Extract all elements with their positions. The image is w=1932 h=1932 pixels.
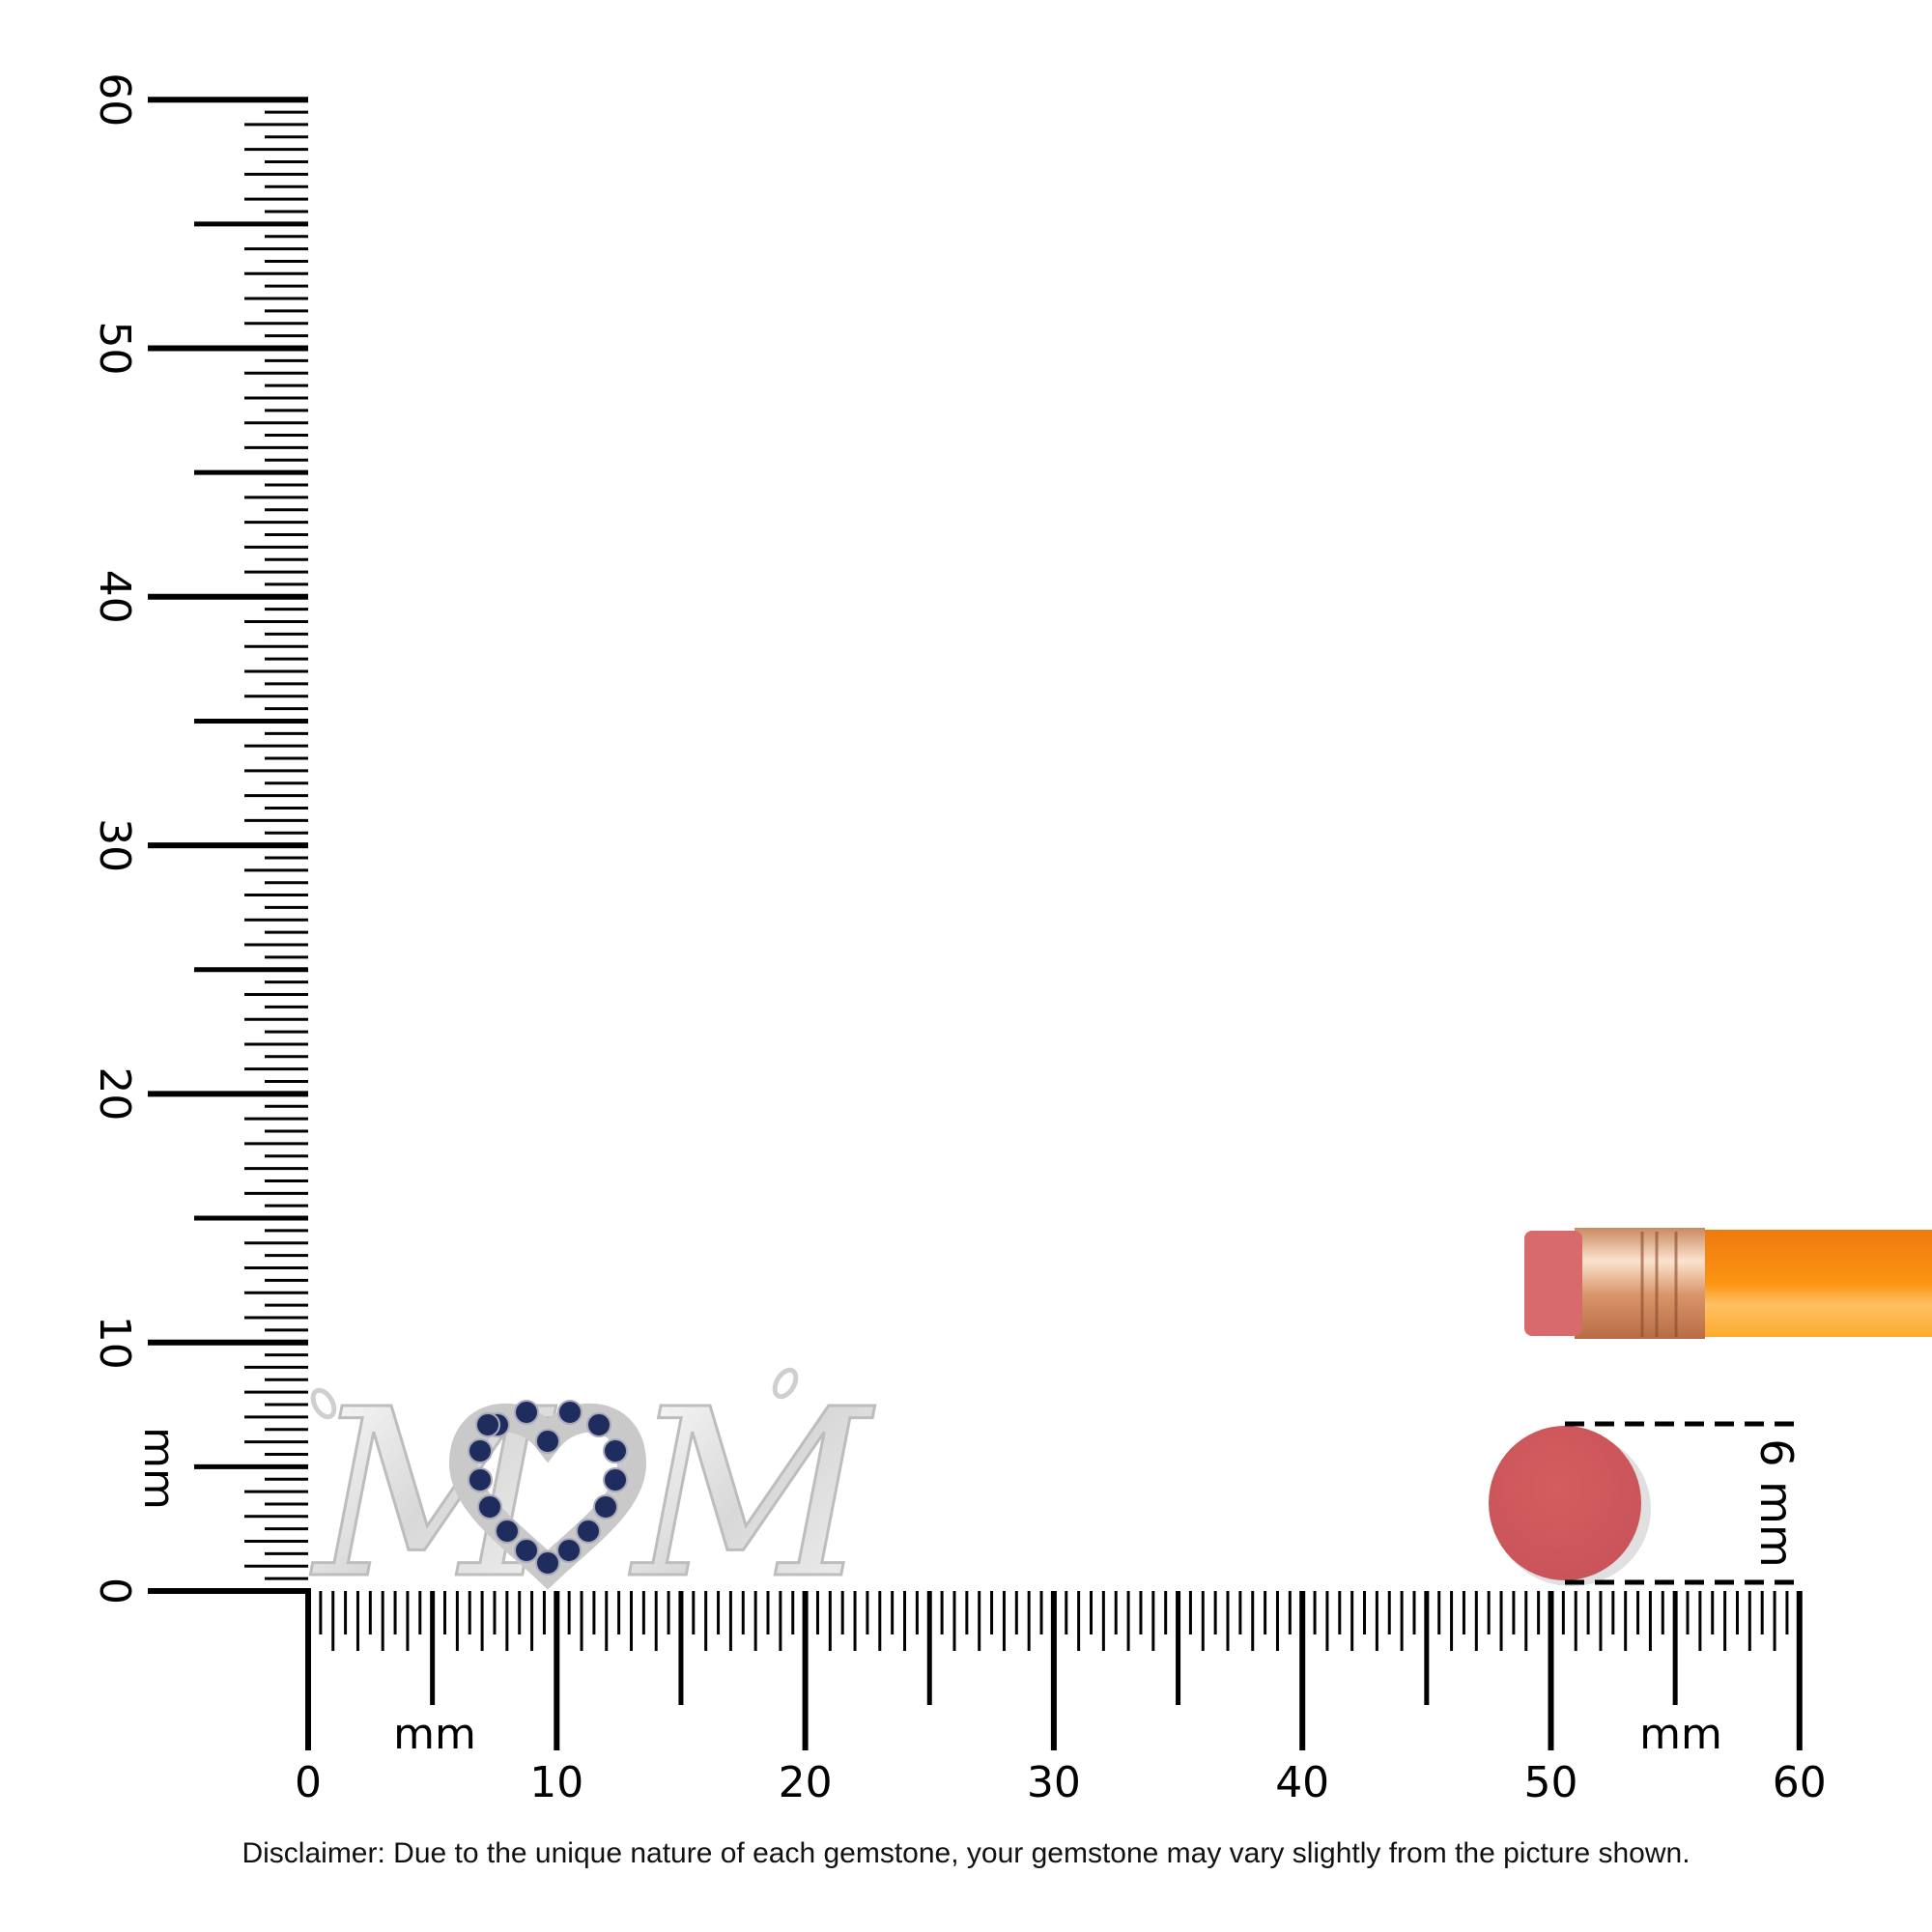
sapphire-stone [586, 1412, 611, 1437]
vertical-ruler [148, 97, 308, 1594]
sapphire-stone [593, 1494, 618, 1520]
vertical-tick-label: 40 [90, 570, 139, 624]
sapphire-stone [495, 1519, 520, 1544]
vertical-tick-label: 0 [90, 1577, 139, 1605]
sapphire-stone [514, 1400, 539, 1425]
sapphire-stone [468, 1467, 493, 1492]
sapphire-stone [557, 1400, 582, 1425]
horizontal-unit-label: mm [393, 1710, 476, 1759]
horizontal-tick-label: 10 [529, 1758, 583, 1807]
sapphire-stone [535, 1550, 560, 1576]
horizontal-tick-label: 50 [1524, 1758, 1578, 1807]
horizontal-ruler [148, 1588, 1803, 1750]
vertical-tick-label: 20 [90, 1066, 139, 1121]
sapphire-stone [468, 1438, 493, 1463]
pencil-reference [1524, 1228, 1932, 1339]
vertical-tick-label: 10 [90, 1316, 139, 1370]
vertical-tick-label: 60 [90, 72, 139, 127]
sapphire-stone [535, 1429, 560, 1454]
horizontal-tick-label: 30 [1027, 1758, 1081, 1807]
horizontal-tick-label: 60 [1773, 1758, 1827, 1807]
horizontal-unit-label-right: mm [1639, 1710, 1722, 1759]
size-label: 6 mm [1750, 1438, 1803, 1568]
size-reference: 6 mm [1489, 1421, 1803, 1586]
disclaimer-text: Disclaimer: Due to the unique nature of … [242, 1837, 1690, 1869]
letter-m-left: M [310, 1359, 556, 1630]
sapphire-stone [603, 1438, 628, 1463]
reference-dot [1489, 1426, 1641, 1580]
sapphire-stone [576, 1519, 601, 1544]
horizontal-tick-label: 20 [779, 1758, 833, 1807]
vertical-unit-label: mm [134, 1427, 184, 1510]
horizontal-tick-label: 40 [1275, 1758, 1329, 1807]
sapphire-stone [514, 1538, 539, 1563]
mom-pendant: M M [309, 1358, 877, 1632]
letter-m-right: M [629, 1359, 875, 1630]
horizontal-tick-label: 0 [295, 1758, 322, 1807]
sapphire-stone [556, 1538, 582, 1563]
vertical-tick-label: 50 [90, 322, 139, 376]
sapphire-stone [475, 1412, 500, 1437]
vertical-tick-label: 30 [90, 818, 139, 872]
sapphire-stone [477, 1494, 502, 1520]
sapphire-stone [603, 1467, 628, 1492]
